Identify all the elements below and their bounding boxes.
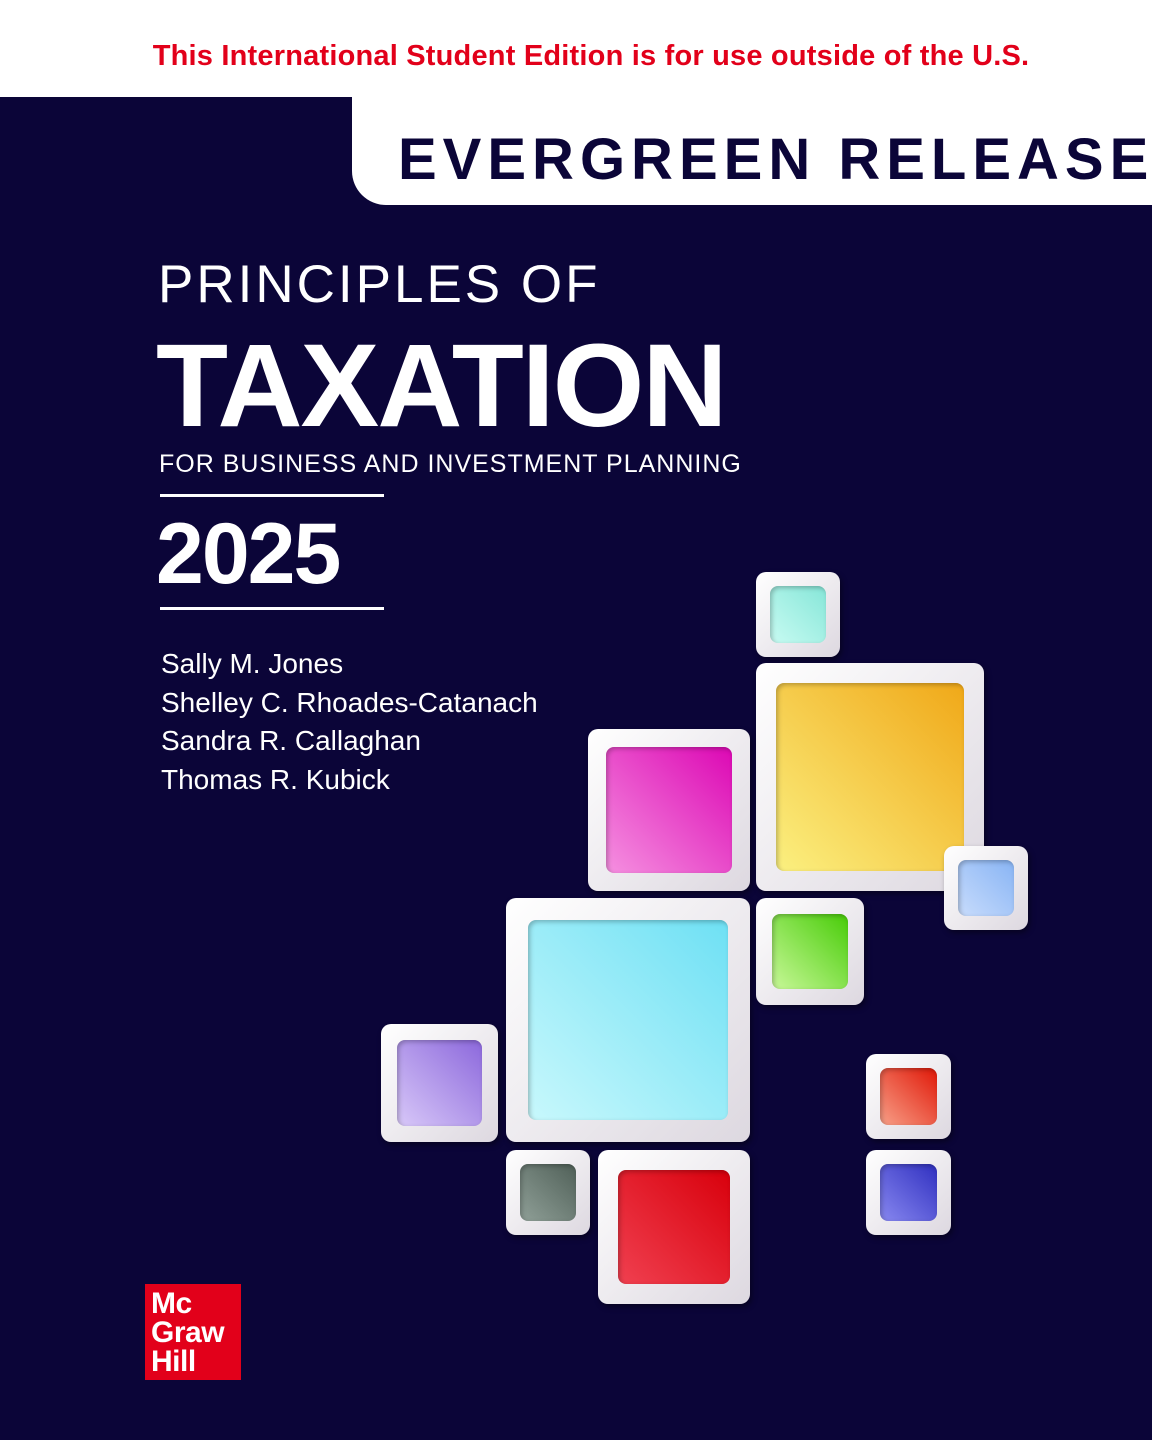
tile-frame: [598, 1150, 750, 1304]
tile-frame: [381, 1024, 498, 1142]
title-line-1: PRINCIPLES OF: [158, 255, 601, 314]
tile-color: [618, 1170, 730, 1284]
tile-color: [958, 860, 1014, 916]
author: Shelley C. Rhoades-Catanach: [161, 686, 538, 718]
divider: [160, 494, 384, 497]
year: 2025: [156, 506, 341, 602]
logo-text: Hill: [151, 1345, 196, 1378]
title-main: TAXATION: [156, 320, 728, 452]
tile-frame: [944, 846, 1028, 930]
tile-frame: [866, 1150, 951, 1235]
author-list: Sally M. Jones Shelley C. Rhoades-Catana…: [161, 645, 538, 799]
mcgraw-hill-logo: Mc Graw Hill: [145, 1284, 241, 1380]
tile-color: [520, 1164, 576, 1221]
tile-color: [606, 747, 732, 873]
author: Sandra R. Callaghan: [161, 725, 421, 756]
tile-color: [770, 586, 826, 643]
logo-text: Graw: [151, 1316, 225, 1349]
divider: [160, 607, 384, 610]
author: Thomas R. Kubick: [161, 763, 390, 795]
top-banner: This International Student Edition is fo…: [0, 0, 1152, 97]
tile-color: [880, 1068, 937, 1125]
tile-frame: [866, 1054, 951, 1139]
release-tab: [352, 96, 1152, 205]
tile-frame: [756, 898, 864, 1005]
tile-frame: [506, 1150, 590, 1235]
tile-color: [776, 683, 964, 871]
tile-color: [528, 920, 728, 1120]
author: Sally M. Jones: [161, 648, 344, 679]
tile-frame: [756, 572, 840, 657]
edition-notice: This International Student Edition is fo…: [152, 40, 1030, 72]
tile-frame: [756, 663, 984, 891]
logo-text: Mc: [151, 1287, 192, 1320]
tile-frame: [506, 898, 750, 1142]
tile-color: [397, 1040, 482, 1126]
subtitle: FOR BUSINESS AND INVESTMENT PLANNING: [159, 450, 742, 478]
tile-color: [772, 914, 848, 989]
release-label: EVERGREEN RELEASE: [398, 127, 1152, 192]
tile-color: [880, 1164, 937, 1221]
tile-frame: [588, 729, 750, 891]
